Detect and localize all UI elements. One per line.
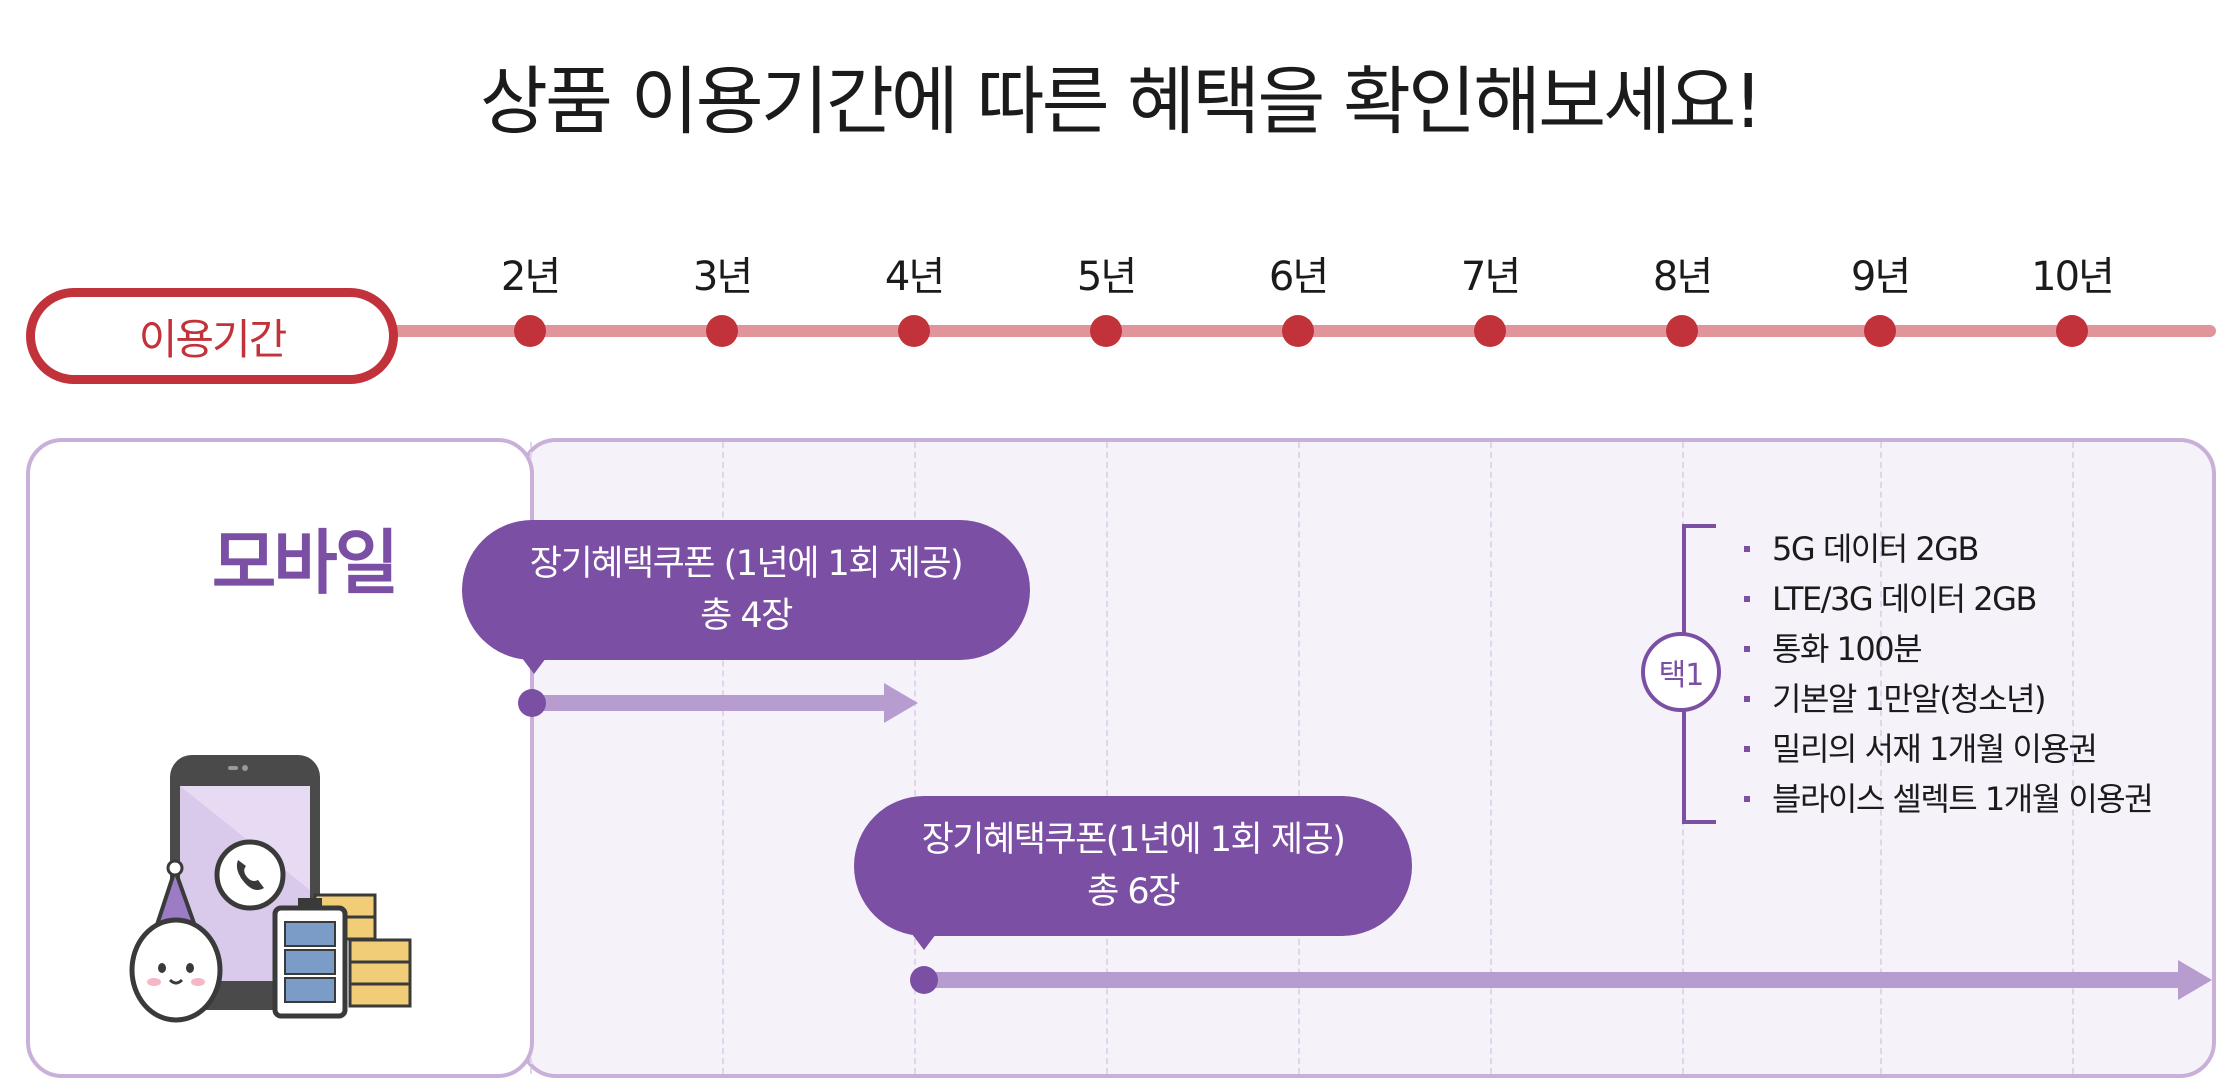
year-dot <box>514 315 546 347</box>
bubble-tail <box>912 934 936 950</box>
option-label: 밀리의 서재 1개월 이용권 <box>1772 730 2098 768</box>
category-title: 모바일 <box>211 522 399 604</box>
year-label: 7년 <box>1460 254 1521 300</box>
list-item: 5G 데이터 2GB <box>1744 524 2152 574</box>
page-title: 상품 이용기간에 따른 혜택을 확인해보세요! <box>479 59 1763 145</box>
year-dot <box>1474 315 1506 347</box>
pick-one-badge: 택1 <box>1641 632 1721 712</box>
coupon-range-arrow <box>924 972 2180 988</box>
year-dot <box>898 315 930 347</box>
option-label: LTE/3G 데이터 2GB <box>1772 580 2037 618</box>
list-item: 밀리의 서재 1개월 이용권 <box>1744 724 2152 774</box>
coupon-count: 총 6장 <box>1087 872 1180 912</box>
bullet-icon <box>1744 796 1750 802</box>
year-label: 2년 <box>500 254 561 300</box>
mobile-illustration <box>129 755 412 1023</box>
arrow-head <box>884 683 918 723</box>
year-label: 10년 <box>2031 254 2115 300</box>
year-label: 6년 <box>1268 254 1329 300</box>
year-label: 8년 <box>1652 254 1713 300</box>
bullet-icon <box>1744 596 1750 602</box>
coupon-title: 장기혜택쿠폰 (1년에 1회 제공) <box>529 544 964 584</box>
coupon-title: 장기혜택쿠폰(1년에 1회 제공) <box>921 820 1346 860</box>
period-label: 이용기간 <box>26 288 398 384</box>
grid-line <box>1106 442 1108 1074</box>
mascot-icon <box>129 859 223 1023</box>
grid-line <box>1880 442 1882 1074</box>
year-label: 4년 <box>884 254 945 300</box>
option-label: 통화 100분 <box>1772 630 1923 668</box>
year-label: 5년 <box>1076 254 1137 300</box>
bubble-tail <box>522 658 546 674</box>
coupon-bubble-6-year: 장기혜택쿠폰(1년에 1회 제공) 총 6장 <box>854 796 1412 936</box>
year-dot <box>706 315 738 347</box>
coupon-bubble-4-year: 장기혜택쿠폰 (1년에 1회 제공) 총 4장 <box>462 520 1030 660</box>
bullet-icon <box>1744 696 1750 702</box>
grid-line <box>2072 442 2074 1074</box>
grid-line <box>914 442 916 1074</box>
year-dot <box>1090 315 1122 347</box>
bullet-icon <box>1744 746 1750 752</box>
list-item: LTE/3G 데이터 2GB <box>1744 574 2152 624</box>
list-item: 기본알 1만알(청소년) <box>1744 674 2152 724</box>
list-item: 블라이스 셀렉트 1개월 이용권 <box>1744 774 2154 824</box>
year-label: 3년 <box>692 254 753 300</box>
list-item: 통화 100분 <box>1744 624 2152 674</box>
coupon-range-arrow <box>532 695 888 711</box>
arrow-start-dot <box>518 689 546 717</box>
year-dot <box>2056 315 2088 347</box>
arrow-start-dot <box>910 966 938 994</box>
year-label: 9년 <box>1850 254 1911 300</box>
bullet-icon <box>1744 646 1750 652</box>
grid-line <box>1490 442 1492 1074</box>
option-label: 기본알 1만알(청소년) <box>1772 680 2047 718</box>
benefit-option-list: 5G 데이터 2GB LTE/3G 데이터 2GB 통화 100분 기본알 1만… <box>1744 524 2154 824</box>
grid-line <box>722 442 724 1074</box>
battery-icon <box>272 898 348 1019</box>
category-card: 모바일 <box>26 438 534 1078</box>
year-dot <box>1864 315 1896 347</box>
year-dot <box>1282 315 1314 347</box>
option-label: 5G 데이터 2GB <box>1772 530 1979 568</box>
arrow-head <box>2178 960 2212 1000</box>
coupon-count: 총 4장 <box>700 596 793 636</box>
bullet-icon <box>1744 546 1750 552</box>
option-label: 블라이스 셀렉트 1개월 이용권 <box>1772 780 2154 818</box>
year-dot <box>1666 315 1698 347</box>
grid-line <box>1298 442 1300 1074</box>
